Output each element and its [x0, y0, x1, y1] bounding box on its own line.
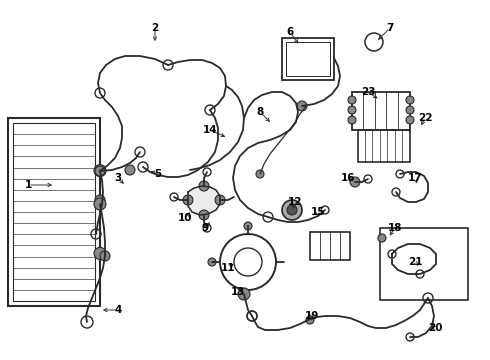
Bar — [358, 130, 410, 162]
Text: 15: 15 — [311, 207, 325, 217]
Text: 1: 1 — [24, 180, 32, 190]
Polygon shape — [188, 186, 220, 215]
Circle shape — [94, 247, 106, 259]
Bar — [352, 92, 410, 130]
Circle shape — [348, 116, 356, 124]
Circle shape — [94, 198, 106, 210]
Circle shape — [100, 251, 110, 261]
Text: 11: 11 — [221, 263, 235, 273]
Circle shape — [406, 116, 414, 124]
Text: 23: 23 — [361, 87, 375, 97]
Text: 10: 10 — [178, 213, 192, 223]
Circle shape — [348, 96, 356, 104]
Circle shape — [238, 288, 250, 300]
Text: 7: 7 — [386, 23, 393, 33]
Text: 17: 17 — [408, 173, 422, 183]
Circle shape — [244, 222, 252, 230]
Text: 4: 4 — [114, 305, 122, 315]
Circle shape — [350, 177, 360, 187]
Circle shape — [287, 205, 297, 215]
Circle shape — [306, 316, 314, 324]
Circle shape — [297, 101, 307, 111]
Bar — [310, 232, 350, 260]
Text: 18: 18 — [388, 223, 402, 233]
Circle shape — [406, 106, 414, 114]
Circle shape — [183, 195, 193, 205]
Text: 20: 20 — [428, 323, 442, 333]
Bar — [8, 118, 100, 306]
Text: 21: 21 — [408, 257, 422, 267]
Circle shape — [282, 200, 302, 220]
Bar — [282, 38, 334, 80]
Circle shape — [378, 234, 386, 242]
Text: 13: 13 — [231, 287, 245, 297]
Circle shape — [256, 170, 264, 178]
Bar — [13, 123, 95, 301]
Text: 3: 3 — [114, 173, 122, 183]
Circle shape — [348, 106, 356, 114]
Text: 8: 8 — [256, 107, 264, 117]
Circle shape — [125, 165, 135, 175]
Circle shape — [95, 166, 105, 176]
Circle shape — [199, 210, 209, 220]
Bar — [286, 42, 330, 76]
Text: 12: 12 — [288, 197, 302, 207]
Circle shape — [199, 181, 209, 191]
Text: 22: 22 — [418, 113, 432, 123]
Circle shape — [95, 195, 105, 205]
Circle shape — [406, 96, 414, 104]
Circle shape — [215, 195, 225, 205]
Circle shape — [94, 165, 106, 177]
Text: 19: 19 — [305, 311, 319, 321]
Text: 16: 16 — [341, 173, 355, 183]
Text: 6: 6 — [286, 27, 294, 37]
Circle shape — [208, 258, 216, 266]
Text: 14: 14 — [203, 125, 217, 135]
Bar — [380, 228, 468, 300]
Text: 5: 5 — [154, 169, 162, 179]
Text: 2: 2 — [151, 23, 159, 33]
Text: 9: 9 — [201, 223, 209, 233]
